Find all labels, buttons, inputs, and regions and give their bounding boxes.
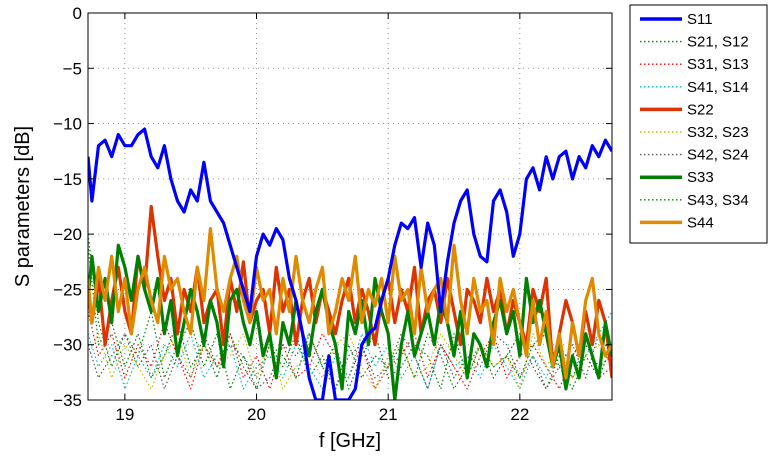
- legend-box: [629, 4, 768, 244]
- series-line-s43-s34: [88, 245, 612, 390]
- legend-label-s44: S44: [687, 214, 714, 231]
- x-axis-label: f [GHz]: [319, 430, 381, 452]
- plot-frame: [87, 12, 613, 401]
- legend-label-s41-s14: S41, S14: [687, 79, 749, 96]
- y-tick-label: −25: [53, 280, 82, 299]
- legend-label-s32-s23: S32, S23: [687, 124, 749, 141]
- x-tick-label: 22: [510, 405, 529, 424]
- y-tick-label: 0: [73, 4, 82, 23]
- legend: S11 S21, S12 S31, S13 S41, S14 S22 S32, S23 S4…: [629, 4, 768, 244]
- x-tick-label: 20: [247, 405, 266, 424]
- y-tick-label: −30: [53, 336, 82, 355]
- y-axis-label: S parameters [dB]: [12, 126, 34, 287]
- y-tick-label: −5: [63, 59, 82, 78]
- legend-label-s42-s24: S42, S24: [687, 147, 749, 164]
- series-line-s44: [88, 227, 612, 380]
- x-tick-label: 19: [115, 405, 134, 424]
- legend-label-s21-s12: S21, S12: [687, 34, 749, 51]
- plot-area: [88, 127, 612, 400]
- series-line-s11: [88, 127, 612, 400]
- legend-label-s43-s34: S43, S34: [687, 192, 749, 209]
- y-tick-label: −20: [53, 225, 82, 244]
- y-tick-label: −35: [53, 391, 82, 410]
- series-line-s41-s14: [88, 311, 612, 390]
- y-tick-label: −10: [53, 115, 82, 134]
- legend-label-s22: S22: [687, 101, 714, 118]
- legend-label-s11: S11: [687, 11, 713, 28]
- y-tick-label: −15: [53, 170, 82, 189]
- legend-label-s31-s13: S31, S13: [687, 56, 749, 73]
- series-line-s42-s24: [88, 333, 612, 390]
- legend-label-s33: S33: [687, 169, 714, 186]
- series-line-s33: [88, 243, 612, 400]
- axis-ticks: 19 20 21 22 0 −5 −10 −15 −20 −25 −30 −35: [53, 4, 612, 424]
- x-tick-label: 21: [379, 405, 398, 424]
